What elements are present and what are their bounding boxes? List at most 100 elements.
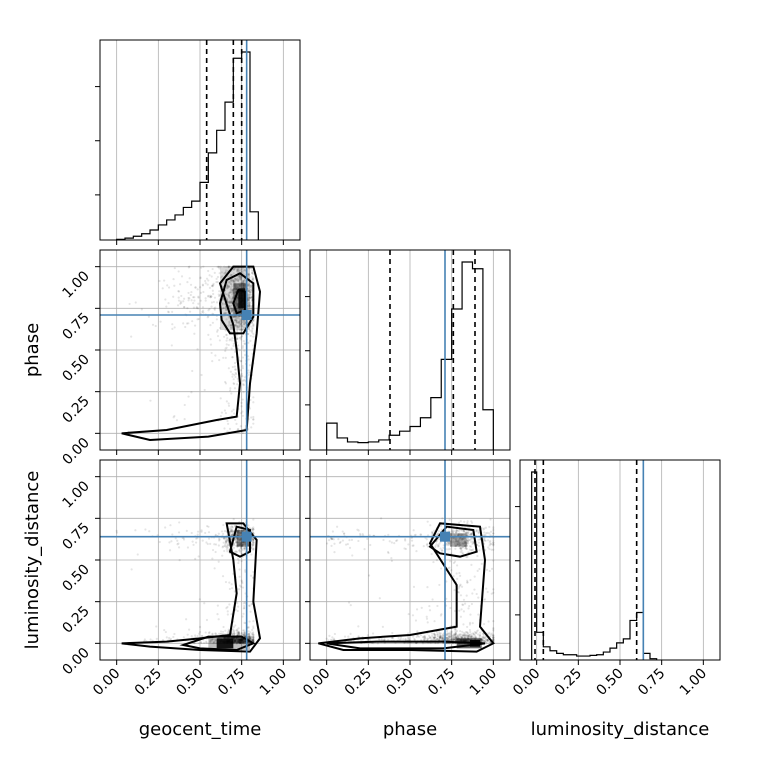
sample-point [466, 634, 469, 637]
sample-point [239, 283, 242, 286]
sample-point [239, 276, 243, 279]
sample-point [252, 335, 255, 338]
sample-point [485, 568, 489, 571]
sample-point [461, 538, 464, 541]
sample-point [241, 280, 244, 283]
sample-point [447, 635, 450, 638]
sample-point [461, 633, 464, 636]
sample-point [164, 298, 167, 301]
sample-point [236, 377, 239, 381]
sample-point [206, 283, 209, 286]
sample-point [140, 308, 143, 311]
sample-point [233, 640, 236, 644]
sample-point [232, 319, 235, 322]
sample-point [218, 538, 221, 541]
sample-point [486, 639, 489, 642]
sample-point [331, 537, 334, 540]
sample-point [250, 306, 253, 309]
sample-point [204, 297, 207, 300]
sample-point [402, 638, 405, 641]
sample-point [239, 537, 243, 540]
sample-point [243, 635, 247, 638]
sample-point [454, 540, 458, 543]
sample-point [242, 286, 245, 289]
sample-point [223, 427, 226, 430]
sample-point [216, 280, 219, 284]
sample-point [243, 606, 246, 610]
sample-point [464, 533, 467, 536]
sample-point [486, 638, 490, 641]
sample-point [238, 638, 241, 641]
sample-point [191, 320, 194, 323]
sample-point [331, 537, 334, 540]
x-label-luminosity-distance: luminosity_distance [531, 719, 710, 740]
sample-point [348, 539, 351, 542]
sample-point [461, 533, 465, 536]
sample-point [240, 327, 243, 331]
sample-point [238, 336, 241, 340]
sample-point [454, 628, 457, 631]
sample-point [442, 633, 445, 636]
sample-point [426, 621, 429, 624]
sample-point [380, 638, 384, 641]
sample-point [489, 518, 492, 521]
sample-point [243, 604, 246, 608]
sample-point [412, 529, 415, 532]
sample-point [229, 532, 232, 535]
sample-point [249, 636, 253, 640]
sample-point [378, 638, 381, 641]
sample-point [422, 635, 425, 639]
sample-point [252, 627, 255, 630]
sample-point [247, 358, 250, 361]
sample-point [227, 628, 230, 631]
sample-point [457, 540, 460, 543]
sample-point [434, 545, 437, 548]
sample-point [235, 544, 238, 547]
sample-point [192, 296, 195, 299]
sample-point [456, 543, 460, 546]
sample-point [455, 635, 458, 638]
sample-point [234, 639, 237, 642]
sample-point [395, 539, 398, 542]
sample-point [238, 531, 241, 534]
sample-point [178, 521, 181, 524]
sample-point [232, 530, 235, 534]
sample-point [238, 641, 241, 645]
sample-point [432, 529, 436, 532]
sample-point [154, 324, 157, 328]
sample-point [243, 349, 246, 352]
sample-point [239, 639, 242, 643]
sample-point [464, 540, 467, 544]
sample-point [436, 532, 440, 535]
sample-point [446, 629, 449, 633]
sample-point [455, 528, 459, 532]
sample-point [239, 638, 242, 641]
sample-point [243, 640, 246, 643]
sample-point [485, 640, 488, 643]
sample-point [468, 633, 471, 636]
sample-point [213, 638, 217, 641]
sample-point [237, 639, 241, 642]
sample-point [226, 283, 229, 287]
sample-point [227, 324, 230, 328]
sample-point [234, 316, 237, 319]
sample-point [209, 343, 213, 346]
sample-point [229, 533, 233, 537]
sample-point [226, 300, 229, 303]
sample-point [447, 541, 450, 544]
contour-line [232, 288, 246, 315]
sample-point [252, 538, 255, 541]
sample-point [211, 360, 214, 363]
sample-point [462, 529, 466, 533]
sample-point [474, 635, 477, 638]
sample-point [214, 354, 217, 357]
sample-point [240, 641, 243, 644]
sample-point [240, 412, 243, 415]
sample-point [433, 632, 436, 636]
sample-point [239, 642, 242, 645]
sample-point [438, 542, 441, 545]
sample-point [463, 540, 466, 543]
sample-point [249, 635, 252, 638]
sample-point [452, 635, 456, 638]
sample-point [183, 306, 186, 309]
